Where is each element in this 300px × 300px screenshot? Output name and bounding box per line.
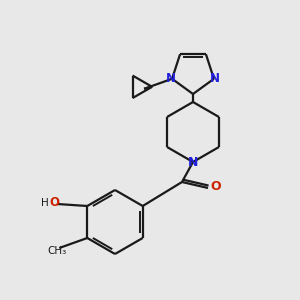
Text: N: N xyxy=(166,72,176,85)
Text: CH₃: CH₃ xyxy=(48,246,67,256)
Text: H: H xyxy=(41,198,49,208)
Text: O: O xyxy=(211,181,221,194)
Text: N: N xyxy=(210,72,220,85)
Text: O: O xyxy=(49,196,59,209)
Text: N: N xyxy=(188,157,198,169)
